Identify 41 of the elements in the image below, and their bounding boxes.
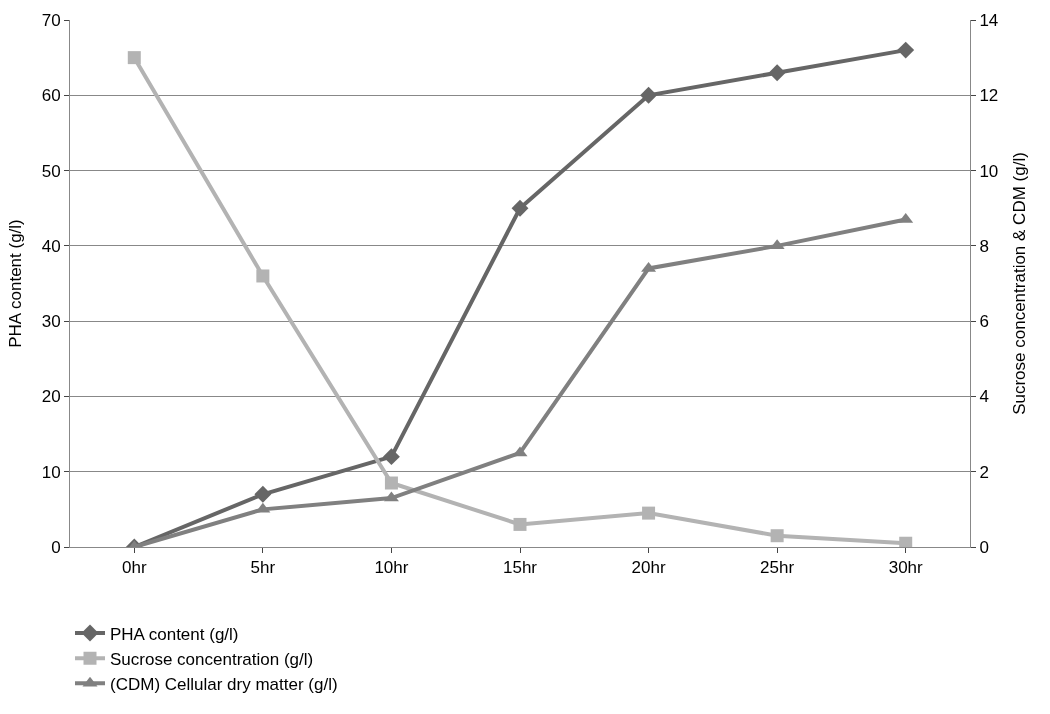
- y2-tick-label: 0: [979, 537, 989, 557]
- y2-tick-label: 8: [979, 236, 989, 256]
- x-tick-label: 20hr: [631, 558, 666, 578]
- y-tick-label: 50: [41, 161, 61, 181]
- y2-tick-label: 2: [979, 462, 989, 482]
- y2-tick-label: 6: [979, 312, 989, 332]
- x-tick-label: 10hr: [374, 558, 409, 578]
- y-tick-label: 10: [41, 462, 61, 482]
- point: [770, 529, 784, 543]
- point: [127, 51, 141, 65]
- x-tick-label: 5hr: [250, 558, 276, 578]
- point: [256, 269, 270, 283]
- y2-tick-label: 4: [979, 387, 989, 407]
- y2-tick-label: 12: [979, 86, 999, 106]
- x-tick-label: 15hr: [502, 558, 538, 578]
- y-tick-label: 0: [51, 537, 61, 557]
- legend-label: (CDM) Cellular dry matter (g/l): [110, 674, 338, 694]
- x-tick-label: 0hr: [122, 558, 147, 578]
- x-tick-label: 25hr: [760, 558, 795, 578]
- point: [768, 64, 786, 82]
- point: [513, 517, 527, 531]
- point: [382, 448, 400, 466]
- point: [899, 536, 913, 547]
- y-tick-label: 70: [41, 10, 61, 30]
- point: [642, 506, 656, 520]
- legend-label: PHA content (g/l): [110, 624, 239, 644]
- point: [511, 199, 529, 217]
- point: [254, 485, 272, 503]
- y-tick-label: 40: [41, 236, 61, 256]
- y-tick-label: 60: [41, 86, 61, 106]
- y2-axis-title: Sucrose concentration & CDM (g/l): [1009, 152, 1029, 415]
- legend-label: Sucrose concentration (g/l): [110, 649, 314, 669]
- point: [897, 41, 915, 59]
- y-axis-title: PHA content (g/l): [6, 219, 26, 348]
- y2-tick-label: 10: [979, 161, 999, 181]
- y-tick-label: 30: [41, 312, 61, 332]
- y-tick-label: 20: [41, 387, 61, 407]
- point: [640, 86, 658, 104]
- x-tick-label: 30hr: [888, 558, 924, 578]
- point: [384, 476, 398, 490]
- y2-tick-label: 14: [979, 10, 999, 30]
